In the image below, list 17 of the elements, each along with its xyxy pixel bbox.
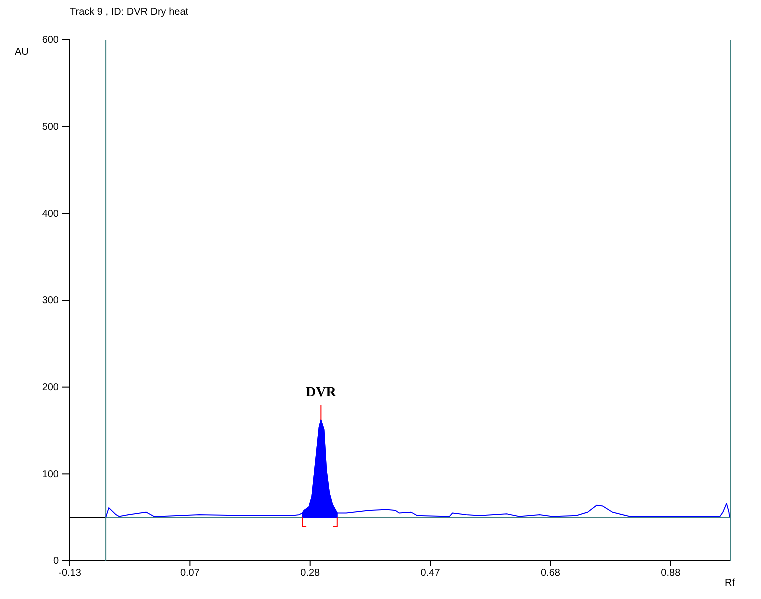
x-axis-title: Rf	[725, 578, 736, 589]
y-tick-label: 200	[42, 382, 60, 394]
y-tick-label: 500	[42, 122, 60, 134]
y-tick-label: 600	[42, 35, 60, 46]
y-axis-title: AU	[15, 47, 29, 58]
y-tick-label: 100	[42, 469, 60, 480]
x-tick-label: 0.28	[300, 568, 321, 580]
x-tick-label: 0.47	[420, 568, 441, 580]
x-tick-label: 0.07	[180, 568, 200, 580]
x-tick-label: 0.88	[661, 568, 682, 580]
y-tick-label: 300	[42, 296, 60, 307]
x-tick-label: -0.13	[58, 568, 82, 580]
y-tick-label: 0	[53, 556, 60, 568]
y-tick-label: 400	[42, 208, 60, 220]
annotation: DVR	[306, 385, 338, 400]
chart-title: Track 9 , ID: DVR Dry heat	[70, 7, 189, 18]
x-tick-label: 0.68	[540, 568, 561, 580]
